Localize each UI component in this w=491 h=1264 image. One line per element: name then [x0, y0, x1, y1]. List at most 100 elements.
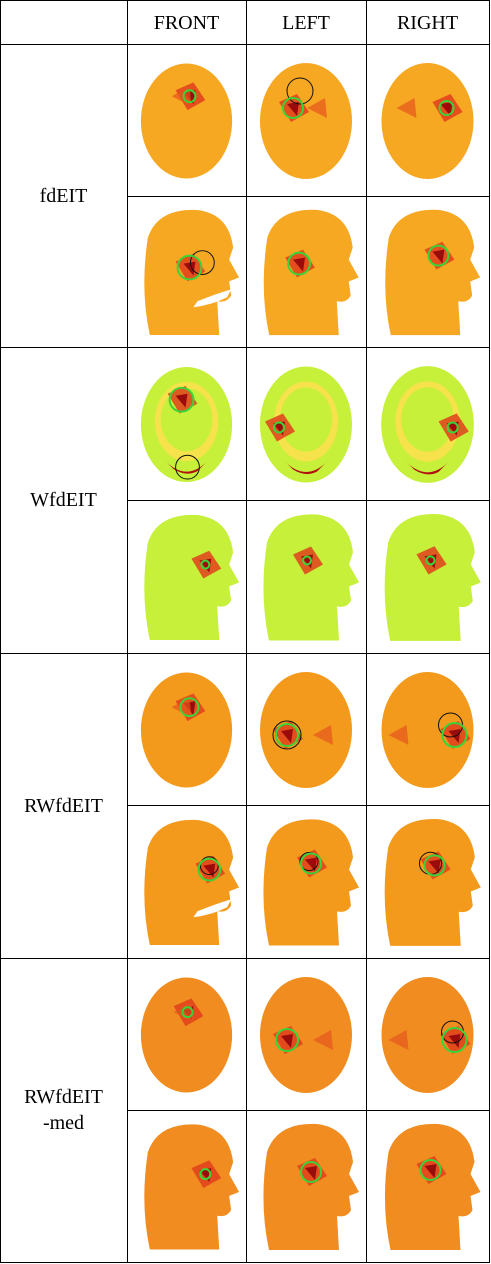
- row-rule: [0, 0, 490, 1]
- reconstruction-image: [384, 1123, 481, 1250]
- reconstruction-image: [381, 63, 474, 179]
- sub-row-rule: [127, 196, 490, 197]
- activation: [281, 729, 293, 743]
- estimate-circle: [441, 1027, 468, 1053]
- activation: [287, 102, 299, 116]
- column-rule: [0, 0, 1, 1263]
- reconstruction-image: [381, 672, 474, 788]
- head-front: [381, 63, 474, 179]
- row-label: WfdEIT: [0, 487, 127, 513]
- inner-region: [160, 387, 213, 452]
- reconstruction-image: [144, 209, 240, 335]
- reconstruction-image: [263, 1123, 359, 1250]
- row-rule: [0, 1262, 490, 1263]
- column-header: FRONT: [127, 10, 246, 36]
- activation: [424, 1164, 437, 1178]
- head-front: [260, 63, 352, 179]
- row-label: RWfdEIT -med: [0, 1084, 127, 1136]
- activation: [448, 1034, 461, 1048]
- activation: [305, 1166, 317, 1180]
- target-circle: [286, 77, 314, 105]
- estimate-circle: [179, 697, 200, 718]
- activation: [440, 102, 453, 116]
- reconstruction-image: [260, 977, 352, 1093]
- column-header: LEFT: [246, 10, 366, 36]
- head-front: [140, 977, 233, 1093]
- estimate-circle: [200, 559, 211, 570]
- head-side: [263, 514, 359, 641]
- row-label: fdEIT: [0, 183, 127, 209]
- activation: [404, 459, 451, 475]
- column-header-text: FRONT: [153, 12, 220, 34]
- estimate-circle: [197, 857, 222, 882]
- activation: [388, 725, 409, 745]
- estimate-circle: [168, 386, 195, 413]
- head-side: [263, 209, 359, 336]
- estimate-circle: [275, 1028, 299, 1052]
- head-side: [144, 819, 240, 945]
- reconstruction-image: [260, 672, 352, 788]
- estimate-circle: [287, 251, 311, 276]
- row-label: RWfdEIT: [0, 793, 127, 819]
- estimate-circle: [199, 1168, 212, 1181]
- column-rule: [489, 0, 490, 1263]
- column-rule: [366, 0, 367, 1263]
- column-header-text: LEFT: [282, 12, 330, 34]
- head-side: [144, 514, 240, 640]
- estimate-circle: [300, 852, 322, 875]
- estimate-circle: [181, 1006, 194, 1019]
- estimate-circle: [275, 723, 299, 747]
- sub-row-rule: [127, 1110, 490, 1111]
- row-rule: [0, 958, 490, 959]
- reconstruction-image: [381, 366, 474, 483]
- reconstruction-image: [260, 366, 352, 483]
- column-header-text: RIGHT: [396, 12, 459, 34]
- target-circle: [299, 852, 319, 871]
- head-front: [381, 977, 474, 1093]
- head-side: [144, 1124, 240, 1250]
- reconstruction-image: [140, 672, 233, 788]
- target-circle: [199, 856, 219, 876]
- reconstruction-image: [140, 977, 233, 1093]
- activation: [175, 393, 188, 408]
- target-circle: [189, 250, 215, 275]
- estimate-circle: [176, 254, 203, 281]
- head-front: [381, 672, 474, 788]
- column-header: RIGHT: [366, 10, 489, 36]
- activation: [313, 1030, 333, 1050]
- inner-region: [280, 387, 332, 452]
- estimate-circle: [300, 1161, 322, 1183]
- activation: [388, 1030, 409, 1050]
- activation: [183, 261, 196, 276]
- inner-region: [401, 387, 454, 452]
- reconstruction-image: [263, 514, 359, 641]
- reconstruction-image: [263, 209, 359, 336]
- column-rule: [127, 0, 128, 1263]
- head-side: [384, 1123, 481, 1250]
- head-side: [384, 818, 481, 946]
- activation: [281, 1034, 293, 1048]
- row-label-line: -med: [42, 1112, 85, 1134]
- gap: [193, 289, 232, 308]
- estimate-circle: [182, 89, 197, 104]
- row-rule: [0, 44, 490, 45]
- head-side: [385, 209, 481, 336]
- sub-row-rule: [127, 805, 490, 806]
- reconstruction-image: [260, 63, 352, 179]
- estimate-circle: [438, 100, 455, 116]
- reconstruction-image: [144, 819, 240, 945]
- row-label-line: fdEIT: [39, 184, 88, 207]
- reconstruction-image: [384, 818, 481, 946]
- estimate-circle: [419, 1159, 442, 1181]
- activation: [313, 725, 333, 745]
- row-label-line: RWfdEIT: [24, 794, 103, 817]
- head-side: [263, 1123, 359, 1250]
- row-label-line: WfdEIT: [30, 489, 97, 511]
- head-front: [260, 672, 352, 788]
- column-rule: [246, 0, 247, 1263]
- activation: [428, 859, 441, 874]
- reconstruction-image: [144, 514, 240, 640]
- estimate-circle: [425, 555, 436, 566]
- sub-row-rule: [127, 500, 490, 501]
- head-side: [384, 513, 481, 641]
